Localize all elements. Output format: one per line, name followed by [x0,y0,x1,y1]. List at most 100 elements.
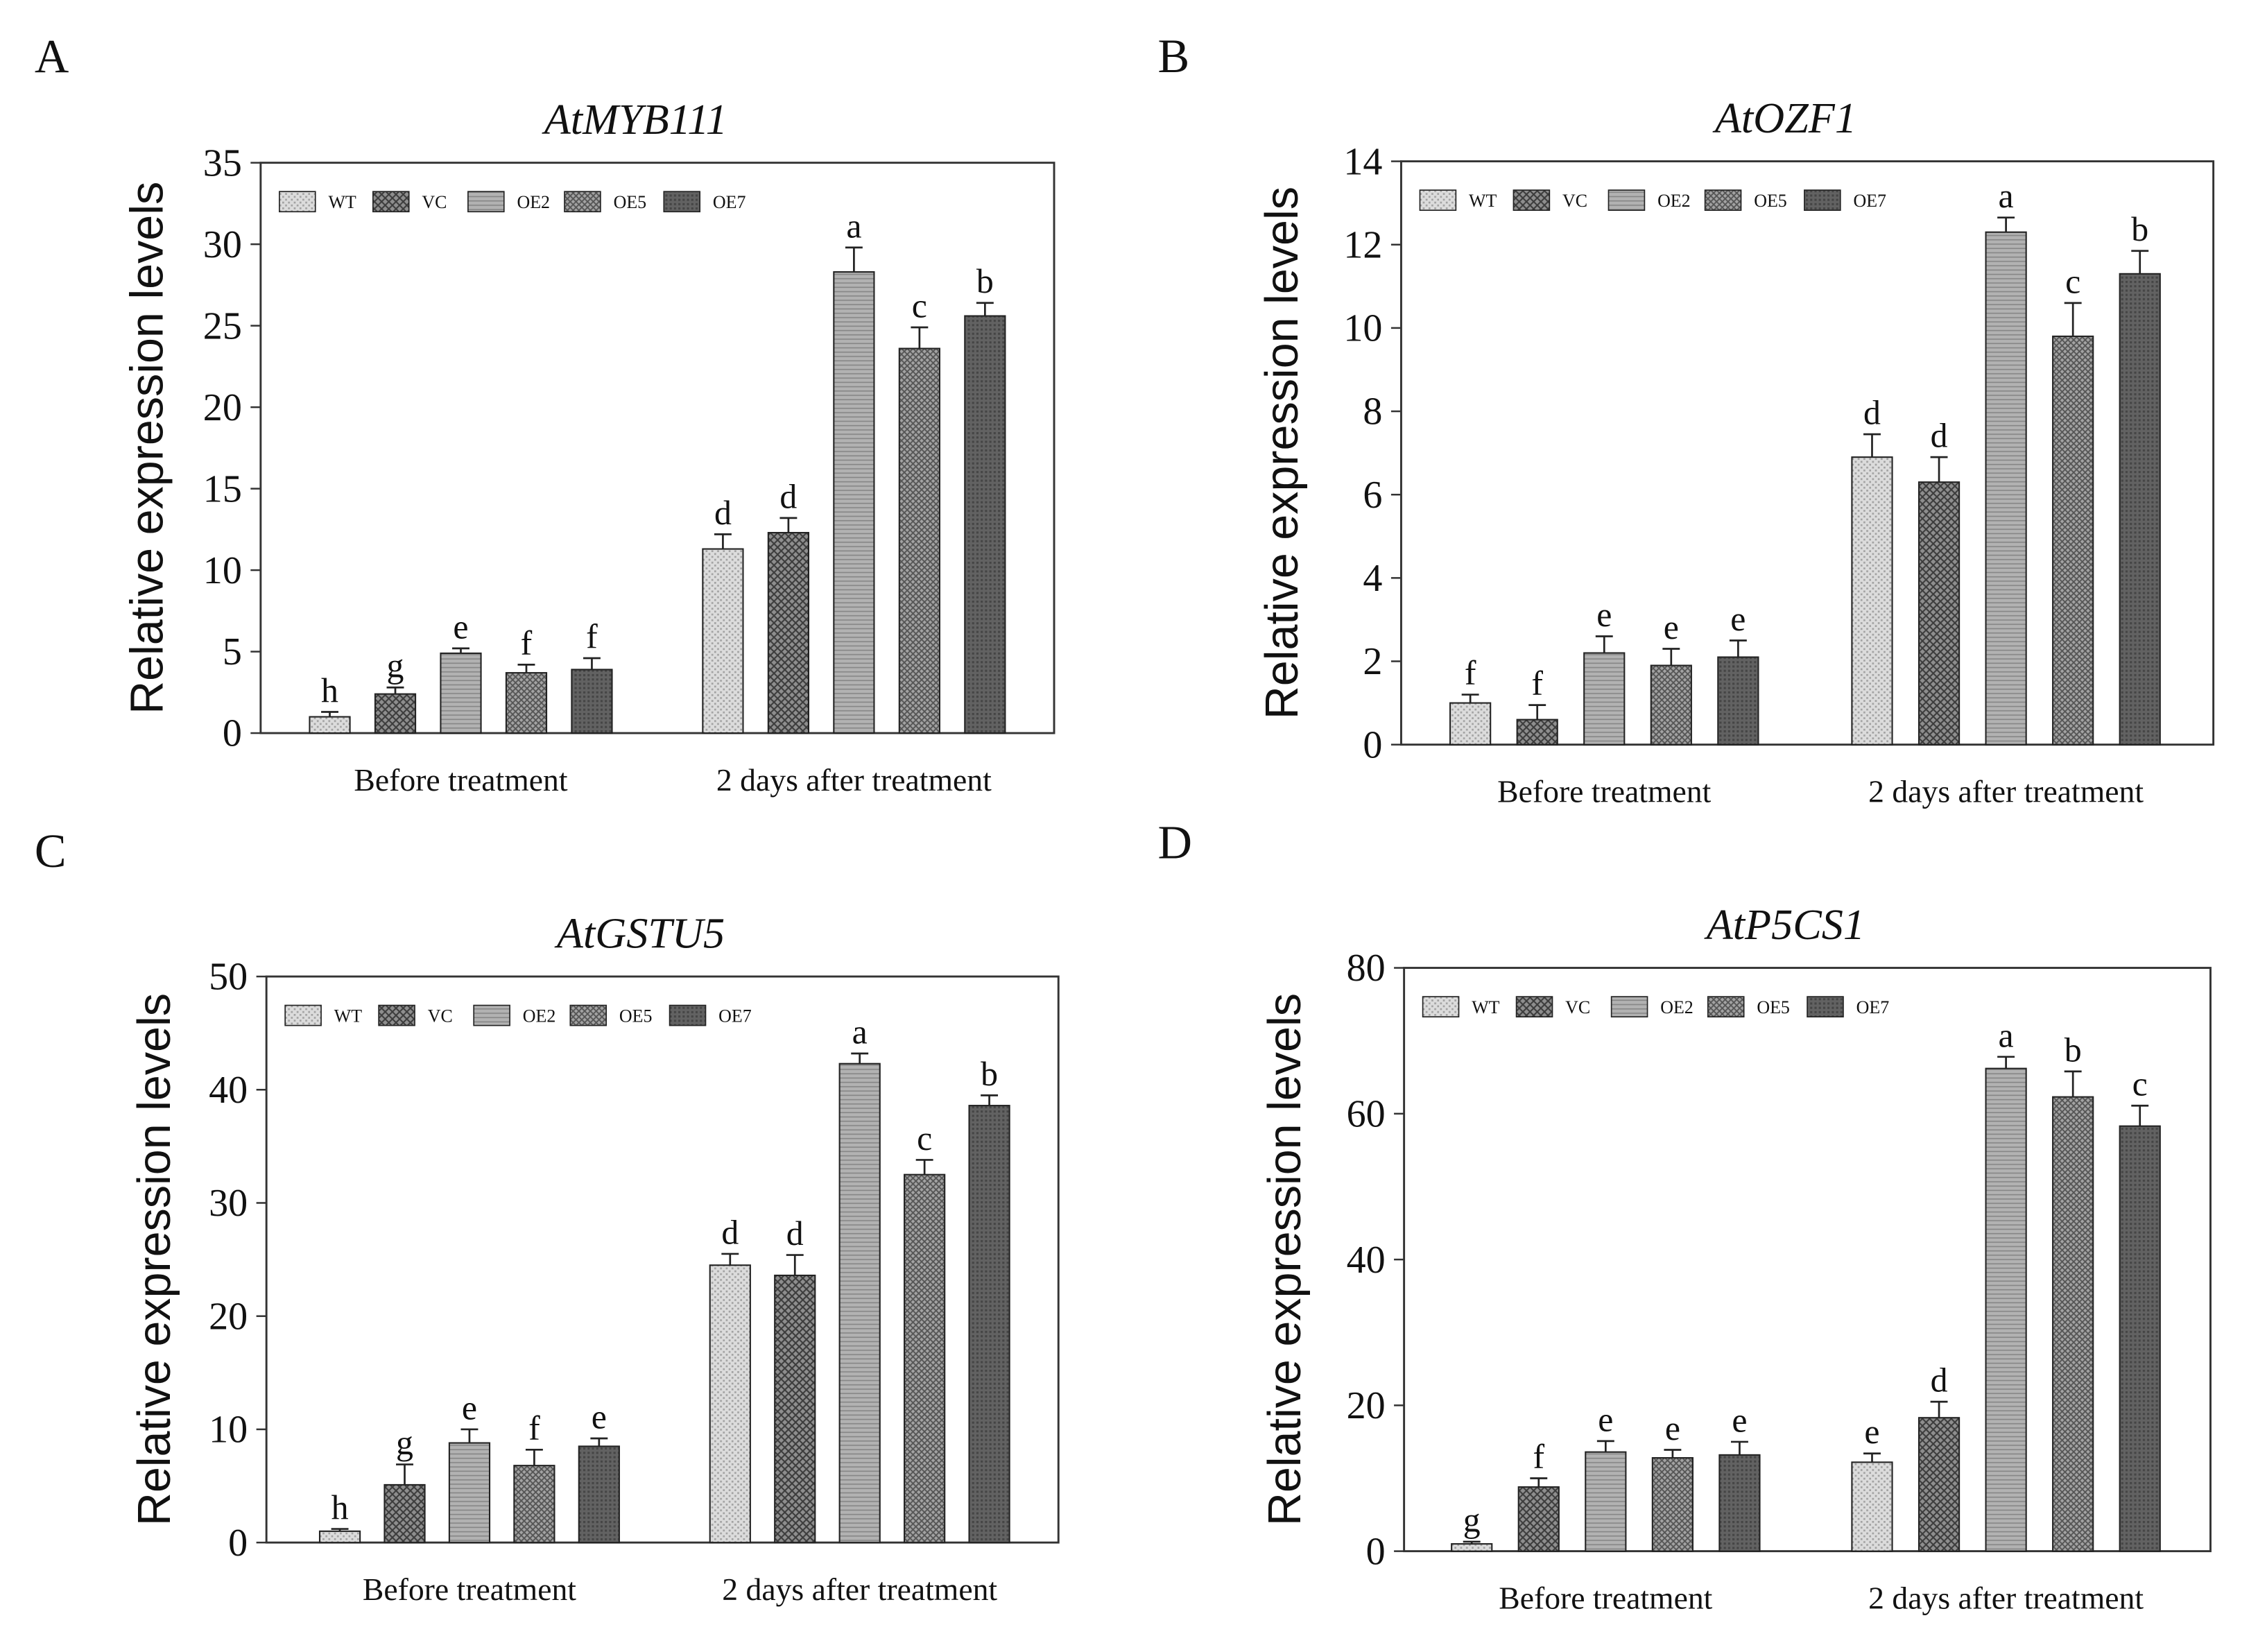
significance-letter: e [453,608,468,646]
legend-label: OE7 [1856,997,1890,1017]
legend-label: VC [1562,191,1587,211]
y-tick-label: 40 [1347,1239,1386,1282]
legend-label: WT [1469,191,1497,211]
error-bar [590,1437,608,1447]
bar-oe5-before-treatment [1651,1457,1694,1552]
legend-label: OE5 [619,1006,653,1026]
significance-letter: h [321,671,338,709]
significance-letter: e [1730,600,1746,638]
x-category-label: Before treatment [1497,774,1711,809]
y-axis-label: Relative expression levels [122,182,173,714]
legend-label: OE7 [713,192,746,212]
legend-label: VC [422,192,447,212]
y-tick-label: 20 [1347,1384,1386,1427]
y-tick-label: 0 [1363,723,1382,766]
significance-letter: e [1864,1413,1879,1451]
legend-swatch [663,191,701,213]
legend-label: VC [1565,997,1590,1017]
legend: WT VC OE2 OE5 OE7 [284,1004,752,1026]
legend-label: OE2 [517,192,550,212]
legend: WT VC OE2 OE5 OE7 [279,191,746,213]
error-bar [1997,216,2015,232]
significance-letter: b [981,1055,998,1093]
x-category-label: 2 days after treatment [722,1572,997,1607]
bar-oe7-before-treatment [571,669,613,734]
significance-letter: f [1533,1438,1544,1476]
bar-oe2-2-days-after-treatment [833,271,875,734]
bar-wt-before-treatment [309,716,351,734]
significance-letter: g [1463,1501,1481,1539]
error-bar [525,1448,543,1466]
legend-label: WT [334,1006,362,1026]
legend: WT VC OE2 OE5 OE7 [1422,996,1890,1017]
bar-oe2-2-days-after-treatment [1985,1067,2027,1552]
error-bar [845,246,863,273]
significance-letter: f [1465,654,1476,692]
y-tick-label: 0 [228,1522,248,1565]
legend-swatch [564,191,601,213]
x-category-label: 2 days after treatment [1868,1581,2144,1616]
bar-oe2-before-treatment [448,1442,491,1544]
error-bar [460,1428,479,1443]
y-tick-label: 50 [209,956,248,999]
bar-oe5-2-days-after-treatment [898,347,940,734]
legend-label: OE2 [1660,997,1694,1017]
y-tick-label: 30 [203,223,242,266]
panel-label: C [35,825,67,877]
error-bar [1930,456,1948,483]
bar-wt-before-treatment [1449,702,1492,746]
bar-vc-before-treatment [1517,1486,1560,1552]
y-axis-label: Relative expression levels [129,993,180,1526]
error-bar [1863,1452,1881,1463]
chart-title: AtGSTU5 [554,909,725,957]
error-bar [721,1253,739,1266]
significance-letter: a [852,1013,868,1051]
bar-wt-before-treatment [318,1530,361,1544]
error-bar [1997,1056,2015,1069]
bar-wt-2-days-after-treatment [709,1264,751,1544]
bar-oe5-2-days-after-treatment [904,1173,946,1544]
legend-swatch [1515,996,1553,1017]
legend-swatch [378,1004,415,1026]
bar-oe5-before-treatment [1650,664,1692,746]
error-bar [779,517,798,533]
significance-letter: e [592,1397,607,1436]
significance-letter: f [1531,664,1543,703]
y-tick-label: 40 [209,1069,248,1112]
significance-letter: b [976,262,994,300]
bar-oe2-before-treatment [1585,1451,1627,1552]
significance-letter: b [2065,1031,2082,1069]
significance-letter: d [721,1213,739,1251]
significance-letter: d [1931,417,1948,455]
significance-letter: d [1931,1361,1948,1400]
bar-oe2-before-treatment [1583,652,1626,746]
legend-swatch [1804,189,1841,212]
error-bar [1463,1540,1481,1545]
bar-oe5-before-treatment [513,1465,555,1544]
bar-wt-before-treatment [1451,1543,1493,1552]
x-category-label: Before treatment [1499,1581,1712,1616]
bar-oe5-2-days-after-treatment [2052,335,2094,746]
error-bar [851,1052,869,1064]
significance-letter: e [1598,1400,1613,1438]
y-axis-label: Relative expression levels [1257,187,1308,719]
error-bar [1461,694,1479,703]
y-tick-label: 8 [1363,390,1382,433]
significance-letter: c [917,1119,932,1158]
legend-swatch [284,1004,322,1026]
significance-letter: c [2132,1065,2148,1103]
legend-swatch [1419,189,1457,212]
panel-a: A AtMYB111 Relative expression levels 0 5 10 1… [35,30,1055,798]
error-bar [2064,302,2082,336]
legend-label: OE5 [1754,191,1787,211]
legend-label: WT [328,192,356,212]
error-bar [331,1528,349,1531]
bar-oe7-2-days-after-treatment [2119,1125,2161,1552]
significance-letter: a [1999,177,2014,215]
legend-swatch [1610,996,1648,1017]
error-bar [1664,1449,1682,1459]
x-category-label: 2 days after treatment [716,762,992,798]
significance-letter: d [714,494,732,532]
legend-label: VC [428,1006,453,1026]
x-category-label: 2 days after treatment [1868,774,2144,809]
